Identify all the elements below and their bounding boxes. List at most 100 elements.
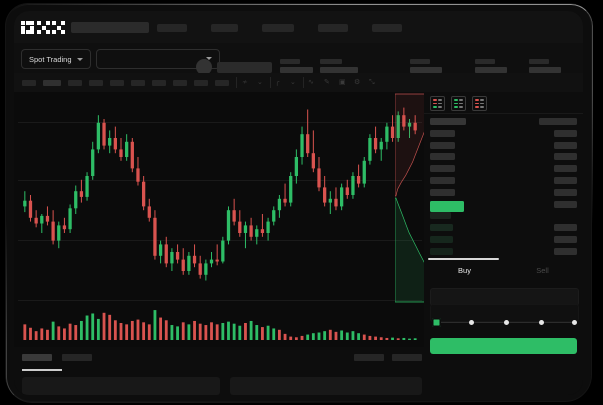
- orderbook-view-both-icon[interactable]: [430, 96, 445, 111]
- pencil-icon[interactable]: ✎: [324, 79, 330, 86]
- orderbook-view-toggles: [430, 96, 487, 111]
- stat-last-price: [280, 59, 313, 73]
- chart-gridline: [18, 300, 422, 301]
- bottom-tab-open-orders[interactable]: [22, 354, 52, 361]
- ask-row-1[interactable]: [430, 118, 466, 125]
- orderbook-panel: Buy Sell: [424, 92, 583, 395]
- timeframe-9[interactable]: [194, 80, 208, 86]
- slider-step-50[interactable]: [504, 319, 509, 325]
- timeframe-7[interactable]: [152, 80, 166, 86]
- chart-toolbar: ≁ ⌄ ╭ ⌄ ∿ ✎ ▣ ⚙ ⤡: [14, 73, 583, 93]
- bottom-tab-order-history[interactable]: [62, 354, 92, 361]
- candlestick-series: [23, 107, 417, 281]
- stat-change-24h: [320, 59, 358, 73]
- stat-volume-24h: [529, 59, 561, 73]
- slider-step-100[interactable]: [572, 319, 577, 325]
- slider-step-25[interactable]: [469, 319, 474, 325]
- ask-row-5[interactable]: [430, 165, 455, 173]
- trading-mode-label: Spot Trading: [29, 54, 72, 64]
- ask-row-2[interactable]: [430, 129, 455, 137]
- ask-row-3[interactable]: [430, 141, 455, 149]
- stat-high-24h: [410, 59, 442, 73]
- ask-row-5-size: [554, 165, 577, 173]
- timeframe-6[interactable]: [131, 80, 145, 86]
- place-buy-order-button[interactable]: [430, 338, 577, 354]
- volume-series: [23, 310, 417, 340]
- ask-row-3-size: [554, 141, 577, 149]
- ask-row-7-size: [554, 188, 577, 196]
- toolbar-divider-3: [303, 77, 304, 88]
- bid-row-1[interactable]: [430, 212, 451, 220]
- settings-icon[interactable]: ⚙: [354, 79, 361, 86]
- chart-gridline: [18, 240, 422, 241]
- nav-item-4[interactable]: [318, 24, 348, 32]
- trading-pair-select[interactable]: [96, 49, 220, 69]
- timeframe-3[interactable]: [68, 80, 82, 86]
- ask-row-2-size: [554, 129, 577, 137]
- order-form-tabs: Buy Sell: [424, 258, 583, 284]
- orderbook-view-asks-icon[interactable]: [472, 96, 487, 111]
- order-tab-active-indicator: [428, 258, 499, 260]
- price-chart[interactable]: [14, 92, 424, 347]
- orderbook-tab-sell[interactable]: Sell: [536, 266, 549, 275]
- orderbook-view-bids-icon[interactable]: [451, 96, 466, 111]
- nav-item-1[interactable]: [157, 24, 187, 32]
- orderbook-divider: [424, 113, 583, 114]
- ask-row-4[interactable]: [430, 153, 455, 161]
- bottom-card-right[interactable]: [230, 377, 422, 395]
- timeframe-8[interactable]: [173, 80, 187, 86]
- orderbook-tab-buy[interactable]: Buy: [458, 266, 471, 275]
- bid-row-3-size: [554, 236, 577, 243]
- bid-row-2[interactable]: [430, 224, 453, 232]
- indicators-icon[interactable]: ≁: [242, 79, 248, 86]
- bid-row-2-size: [554, 224, 577, 232]
- orders-panel: [14, 347, 424, 395]
- spread-row-size: [554, 200, 577, 208]
- order-amount-slider[interactable]: [432, 318, 577, 327]
- timeframe-5[interactable]: [110, 80, 124, 86]
- ask-row-6-size: [554, 177, 577, 184]
- slider-handle[interactable]: [432, 318, 441, 327]
- trading-mode-selector[interactable]: Spot Trading: [21, 49, 91, 69]
- nav-item-2[interactable]: [211, 24, 238, 32]
- timeframe-4[interactable]: [89, 80, 103, 86]
- okx-logo-icon[interactable]: [21, 21, 65, 34]
- chart-gridline: [18, 122, 422, 123]
- app-header: [14, 11, 583, 43]
- nav-item-3[interactable]: [262, 24, 294, 32]
- bottom-action-2[interactable]: [392, 354, 422, 361]
- chart-type-icon[interactable]: ╭: [275, 79, 280, 86]
- ask-row-4-size: [554, 153, 577, 161]
- bid-row-3[interactable]: [430, 236, 453, 243]
- ask-row-1-size: [539, 118, 577, 125]
- toolbar-divider-1: [236, 77, 237, 88]
- chevron-down-icon: [206, 57, 212, 60]
- timeframe-10[interactable]: [215, 80, 229, 86]
- toolbar-divider-2: [270, 77, 271, 88]
- timeframe-1[interactable]: [22, 80, 36, 86]
- primary-nav: [157, 24, 402, 32]
- line-tool-icon[interactable]: ∿: [308, 79, 314, 86]
- app-screen: Spot Trading: [14, 11, 583, 395]
- nav-item-5[interactable]: [372, 24, 402, 32]
- chevron-down-icon-1[interactable]: ⌄: [257, 79, 263, 86]
- ask-row-6[interactable]: [430, 177, 455, 184]
- search-input[interactable]: [71, 22, 149, 33]
- chevron-down-icon: [76, 57, 83, 61]
- bid-row-4-size: [554, 247, 577, 255]
- spread-row[interactable]: [430, 200, 464, 212]
- bottom-card-left[interactable]: [22, 377, 220, 395]
- timeframe-2[interactable]: [43, 80, 61, 86]
- chevron-down-icon-2[interactable]: ⌄: [290, 79, 296, 86]
- fullscreen-icon[interactable]: ⤡: [369, 79, 375, 86]
- slider-step-75[interactable]: [539, 319, 544, 325]
- stat-low-24h: [475, 59, 507, 73]
- chart-gridline: [18, 180, 422, 181]
- ask-row-7[interactable]: [430, 188, 455, 196]
- camera-icon[interactable]: ▣: [339, 79, 346, 86]
- coin-avatar: [196, 59, 212, 75]
- bottom-action-1[interactable]: [354, 354, 384, 361]
- trading-pair-name: [217, 62, 272, 73]
- bid-row-4[interactable]: [430, 247, 453, 255]
